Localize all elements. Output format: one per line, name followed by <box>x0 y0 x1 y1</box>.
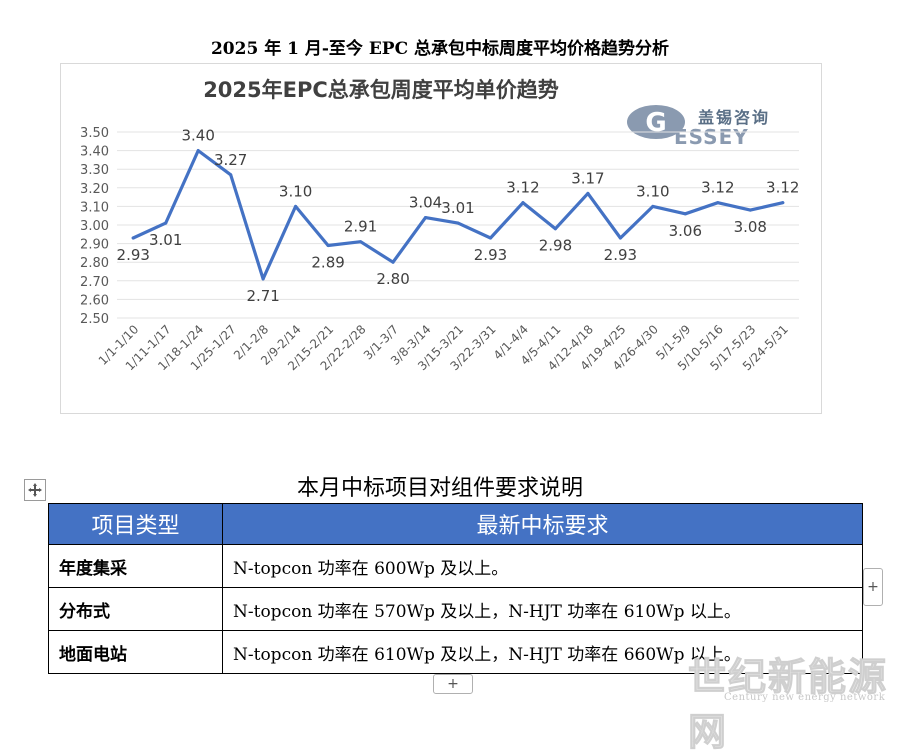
table-row: 地面电站 N-topcon 功率在 610Wp 及以上，N-HJT 功率在 66… <box>48 630 863 674</box>
data-point <box>261 277 265 281</box>
data-point <box>781 201 785 205</box>
data-point <box>488 236 492 240</box>
data-label: 3.27 <box>214 151 247 169</box>
data-label: 2.93 <box>474 246 507 264</box>
data-label: 3.10 <box>636 182 669 200</box>
y-tick-label: 3.10 <box>80 200 109 215</box>
logo-g-icon: G <box>627 105 685 139</box>
y-tick-label: 2.80 <box>80 256 109 271</box>
data-label: 3.10 <box>279 182 312 200</box>
row-requirement-cell[interactable]: N-topcon 功率在 570Wp 及以上，N-HJT 功率在 610Wp 以… <box>222 587 863 631</box>
add-row-button[interactable]: + <box>433 674 473 694</box>
y-tick-label: 3.30 <box>80 163 109 178</box>
data-point <box>424 216 428 220</box>
row-type-cell[interactable]: 年度集采 <box>48 544 223 588</box>
data-label: 3.12 <box>766 179 799 197</box>
data-label: 2.71 <box>246 287 279 305</box>
data-label: 3.01 <box>149 231 182 249</box>
table-move-handle[interactable] <box>24 479 46 501</box>
row-type-cell[interactable]: 地面电站 <box>48 630 223 674</box>
data-label: 3.08 <box>734 218 767 236</box>
header-latest-requirement: 最新中标要求 <box>222 503 863 545</box>
data-label: 2.98 <box>539 237 572 255</box>
header-project-type: 项目类型 <box>48 503 223 545</box>
data-label: 2.89 <box>311 253 344 271</box>
data-label: 2.93 <box>604 246 637 264</box>
data-point <box>651 204 655 208</box>
data-point <box>196 149 200 153</box>
data-label: 2.80 <box>376 270 409 288</box>
row-requirement-cell[interactable]: N-topcon 功率在 600Wp 及以上。 <box>222 544 863 588</box>
data-point <box>683 212 687 216</box>
add-column-button[interactable]: + <box>863 568 883 606</box>
data-label: 3.06 <box>669 222 702 240</box>
table-header-row: 项目类型 最新中标要求 <box>48 503 863 545</box>
data-point <box>164 221 168 225</box>
svg-text:G: G <box>645 108 666 138</box>
logo-english-text: ESSEY <box>674 125 749 149</box>
data-point <box>456 221 460 225</box>
chart-title: 2025年EPC总承包周度平均单价趋势 <box>203 78 559 102</box>
data-label: 3.01 <box>441 199 474 217</box>
line-chart: 3.50 3.40 3.30 3.20 3.10 3.00 2.90 2.80 2.70 2.60… <box>80 126 799 373</box>
y-tick-label: 2.60 <box>80 293 109 308</box>
y-tick-label: 3.00 <box>80 219 109 234</box>
data-point <box>716 201 720 205</box>
data-label: 3.12 <box>506 179 539 197</box>
table-row: 年度集采 N-topcon 功率在 600Wp 及以上。 <box>48 544 863 588</box>
document-title: 2025 年 1 月-至今 EPC 总承包中标周度平均价格趋势分析 <box>210 39 670 59</box>
move-icon <box>28 483 42 497</box>
chart-frame[interactable]: 2025年EPC总承包周度平均单价趋势 G 盖锡咨询 ESSEY 3.50 3.4… <box>60 63 822 414</box>
data-point <box>326 243 330 247</box>
data-label: 3.04 <box>409 194 442 212</box>
data-point <box>294 204 298 208</box>
data-point <box>391 260 395 264</box>
watermark-subtitle: Century new energy network <box>724 692 886 703</box>
data-point <box>131 236 135 240</box>
gessey-logo: G 盖锡咨询 ESSEY <box>626 104 806 150</box>
row-requirement-cell[interactable]: N-topcon 功率在 610Wp 及以上，N-HJT 功率在 660Wp 以… <box>222 630 863 674</box>
data-label: 3.17 <box>571 169 604 187</box>
data-point <box>553 227 557 231</box>
table-row: 分布式 N-topcon 功率在 570Wp 及以上，N-HJT 功率在 610… <box>48 587 863 631</box>
row-type-cell[interactable]: 分布式 <box>48 587 223 631</box>
y-tick-label: 3.20 <box>80 182 109 197</box>
y-tick-label: 3.40 <box>80 145 109 160</box>
data-label: 2.93 <box>117 246 150 264</box>
y-tick-label: 2.90 <box>80 238 109 253</box>
data-point <box>618 236 622 240</box>
data-point <box>229 173 233 177</box>
data-point <box>748 208 752 212</box>
data-label: 3.12 <box>701 179 734 197</box>
y-tick-label: 2.50 <box>80 312 109 327</box>
data-point <box>359 240 363 244</box>
data-label: 3.40 <box>181 127 214 145</box>
data-point <box>586 191 590 195</box>
data-label: 2.91 <box>344 218 377 236</box>
requirements-table: 项目类型 最新中标要求 年度集采 N-topcon 功率在 600Wp 及以上。… <box>48 503 863 674</box>
table-caption: 本月中标项目对组件要求说明 <box>296 476 583 501</box>
data-point <box>521 201 525 205</box>
y-tick-label: 3.50 <box>80 126 109 141</box>
logo-chinese-text: 盖锡咨询 <box>698 108 771 127</box>
y-tick-label: 2.70 <box>80 275 109 290</box>
